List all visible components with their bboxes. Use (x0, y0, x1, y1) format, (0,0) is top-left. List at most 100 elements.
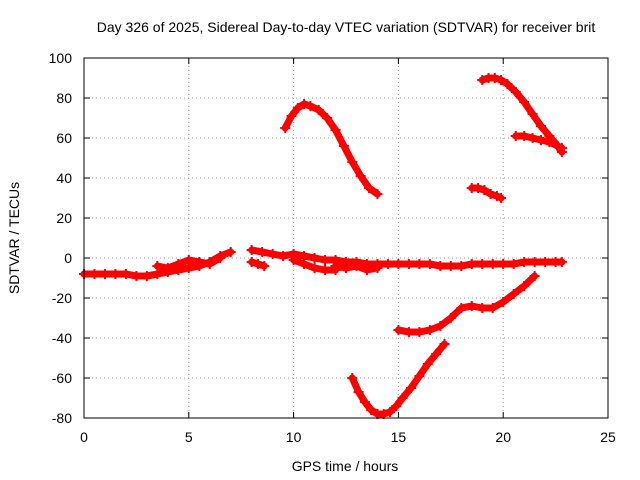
y-axis-label: SDTVAR / TECUs (6, 182, 22, 294)
data-point (347, 373, 358, 383)
data-point (403, 259, 414, 269)
y-tick-label: 100 (49, 50, 73, 66)
data-point (385, 407, 396, 417)
data-point (372, 189, 383, 199)
data-point (498, 297, 509, 307)
data-point (498, 259, 509, 269)
x-tick-label: 25 (600, 429, 616, 445)
data-point (445, 261, 456, 271)
data-point (313, 105, 324, 115)
data-point (141, 271, 152, 281)
data-point (508, 259, 519, 269)
chart-title: Day 326 of 2025, Sidereal Day-to-day VTE… (97, 19, 596, 35)
data-point (393, 259, 404, 269)
series-2 (246, 245, 567, 271)
data-point (299, 99, 310, 109)
data-point (424, 259, 435, 269)
data-point (320, 255, 331, 265)
y-tick-label: -20 (52, 290, 72, 306)
data-point (529, 257, 540, 267)
data-point (529, 271, 540, 281)
data-point (466, 259, 477, 269)
data-point (215, 253, 226, 263)
data-point (382, 259, 393, 269)
data-point (305, 101, 316, 111)
data-point (393, 325, 404, 335)
data-point (527, 109, 538, 119)
data-point (414, 327, 425, 337)
data-point (330, 125, 341, 135)
data-point (414, 371, 425, 381)
data-point (445, 313, 456, 323)
data-point (535, 135, 546, 145)
data-point (487, 259, 498, 269)
data-point (259, 261, 270, 271)
data-point (519, 131, 530, 141)
y-tick-label: -40 (52, 330, 72, 346)
data-point (309, 263, 320, 273)
data-point (535, 121, 546, 131)
data-point (299, 259, 310, 269)
y-tick-label: 80 (56, 90, 72, 106)
data-point (320, 265, 331, 275)
data-point (405, 383, 416, 393)
data-point (280, 123, 291, 133)
data-point (286, 111, 297, 121)
data-point (527, 133, 538, 143)
data-point (487, 303, 498, 313)
data-point (372, 263, 383, 273)
series-9 (466, 183, 507, 203)
data-point (252, 259, 263, 269)
x-tick-label: 20 (495, 429, 511, 445)
data-point (502, 79, 513, 89)
data-point (456, 303, 467, 313)
data-point (397, 393, 408, 403)
data-point (246, 257, 257, 267)
data-point (510, 131, 521, 141)
data-point (489, 73, 500, 83)
data-point (403, 327, 414, 337)
x-tick-label: 10 (286, 429, 302, 445)
data-point (473, 183, 484, 193)
x-tick-label: 5 (185, 429, 193, 445)
data-point (414, 259, 425, 269)
series-trace (348, 340, 448, 418)
data-point (278, 251, 289, 261)
data-point (439, 339, 450, 349)
data-point (338, 141, 349, 151)
y-tick-label: 40 (56, 170, 72, 186)
data-point (99, 269, 110, 279)
data-point (309, 253, 320, 263)
data-point (204, 259, 215, 269)
data-point (288, 255, 299, 265)
data-point (485, 189, 496, 199)
y-tick-label: 20 (56, 210, 72, 226)
data-point (508, 289, 519, 299)
data-point (496, 75, 507, 85)
data-point (556, 143, 567, 153)
data-point (364, 183, 375, 193)
data-point (120, 269, 131, 279)
y-tick-label: -60 (52, 370, 72, 386)
data-point (519, 97, 530, 107)
series-5 (246, 257, 270, 271)
series-1 (152, 253, 226, 273)
data-point (353, 387, 364, 397)
data-point (351, 261, 362, 271)
y-tick-label: -80 (52, 410, 72, 426)
data-point (378, 409, 389, 419)
data-point (359, 397, 370, 407)
data-point (366, 405, 377, 415)
series-10 (393, 271, 540, 337)
data-point (341, 263, 351, 273)
data-point (477, 303, 488, 313)
data-point (435, 321, 446, 331)
data-point (456, 261, 467, 271)
data-point (110, 269, 121, 279)
data-point (330, 261, 341, 271)
data-point (540, 257, 551, 267)
data-point (424, 325, 435, 335)
data-point (347, 157, 358, 167)
